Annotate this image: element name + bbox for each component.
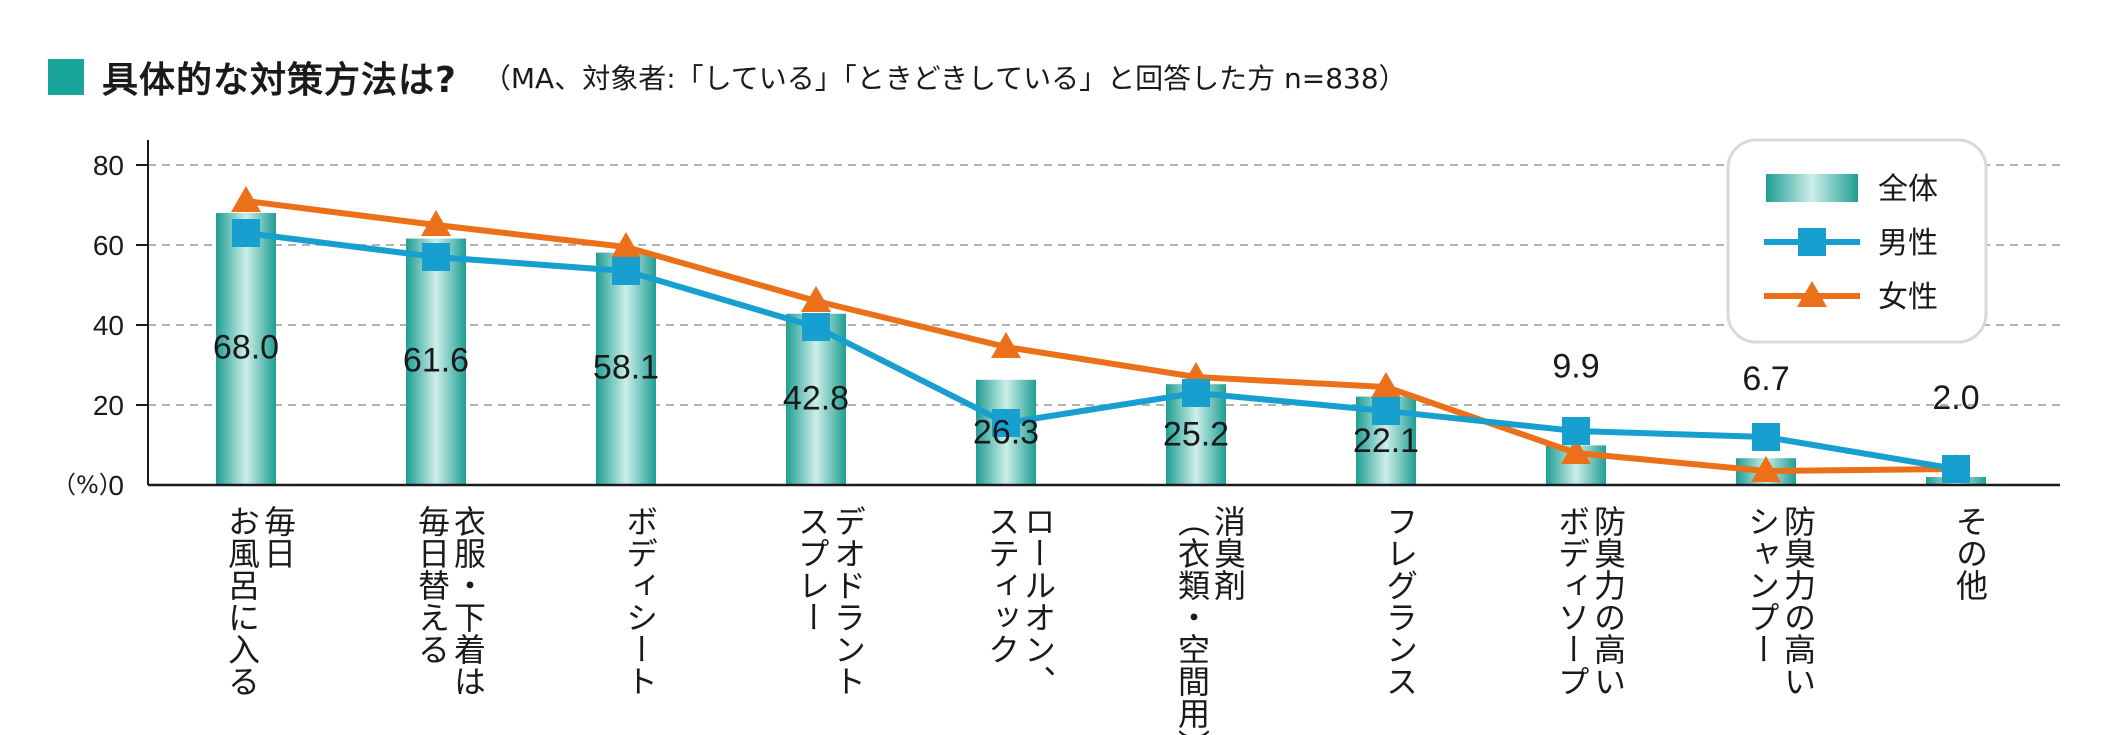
data-label-8: 6.7 xyxy=(1742,360,1789,398)
y-tick-label: 80 xyxy=(93,150,124,181)
category-label-7-0: 防臭力の高い xyxy=(1589,505,1627,697)
legend-label-1: 男性 xyxy=(1878,226,1938,261)
legend-marker-triangle xyxy=(1797,281,1827,307)
category-label-6-0: フレグランス xyxy=(1381,505,1419,697)
data-label-3: 42.8 xyxy=(783,380,849,418)
marker-square-9 xyxy=(1942,455,1970,483)
category-label-9-0: その他 xyxy=(1951,505,1989,601)
category-label-0-1: お風呂に入る xyxy=(223,505,261,697)
bar-3 xyxy=(786,313,846,485)
y-axis-unit: （%） xyxy=(52,471,123,499)
data-label-7: 9.9 xyxy=(1552,347,1599,385)
y-tick-label: 0 xyxy=(108,470,124,501)
category-label-5-0: 消臭剤 xyxy=(1209,505,1247,601)
marker-square-0 xyxy=(232,219,260,247)
legend-swatch-bar xyxy=(1766,174,1858,202)
category-label-8-0: 防臭力の高い xyxy=(1779,505,1817,697)
data-label-9: 2.0 xyxy=(1932,379,1979,417)
marker-triangle-7 xyxy=(1561,438,1591,464)
legend-label-2: 女性 xyxy=(1878,280,1938,315)
category-label-4-0: ロールオン、 xyxy=(1019,505,1057,697)
category-label-5-1: （衣類・空間用） xyxy=(1173,505,1211,735)
marker-square-6 xyxy=(1372,397,1400,425)
marker-square-2 xyxy=(612,257,640,285)
title-subtitle: （MA、対象者:「している」「ときどきしている」と回答した方 n=838） xyxy=(482,62,1407,95)
data-label-5: 25.2 xyxy=(1163,416,1229,454)
y-tick-label: 60 xyxy=(93,230,124,261)
title-main: 具体的な対策方法は? xyxy=(102,60,457,101)
data-label-0: 68.0 xyxy=(213,328,279,366)
data-label-4: 26.3 xyxy=(973,413,1039,451)
data-label-6: 22.1 xyxy=(1353,422,1419,460)
data-label-1: 61.6 xyxy=(403,341,469,379)
y-tick-label: 40 xyxy=(93,310,124,341)
marker-square-4 xyxy=(992,409,1020,437)
bar-0 xyxy=(216,213,276,485)
data-label-2: 58.1 xyxy=(593,348,659,386)
marker-square-7 xyxy=(1562,417,1590,445)
category-label-2-0: ボディシート xyxy=(621,505,659,697)
category-label-3-0: デオドラント xyxy=(829,505,867,697)
marker-square-5 xyxy=(1182,379,1210,407)
marker-square-1 xyxy=(422,243,450,271)
marker-triangle-2 xyxy=(611,232,641,258)
category-label-1-0: 衣服・下着は xyxy=(449,505,487,697)
y-tick-label: 20 xyxy=(93,390,124,421)
marker-triangle-0 xyxy=(231,186,261,212)
marker-triangle-6 xyxy=(1371,372,1401,398)
title-marker-icon xyxy=(48,59,84,95)
category-label-3-1: スプレー xyxy=(793,505,831,633)
marker-square-8 xyxy=(1752,423,1780,451)
category-label-4-1: スティック xyxy=(983,505,1021,665)
legend-marker-square xyxy=(1798,228,1826,256)
legend-label-0: 全体 xyxy=(1878,172,1938,207)
series-line-square xyxy=(245,230,1957,472)
category-label-1-1: 毎日替える xyxy=(413,505,451,665)
category-label-8-1: シャンプー xyxy=(1743,505,1781,665)
bar-2 xyxy=(596,252,656,485)
category-label-7-1: ボディソープ xyxy=(1553,505,1591,697)
series-line-triangle xyxy=(245,198,1957,474)
bar-1 xyxy=(406,238,466,485)
marker-triangle-4 xyxy=(991,332,1021,358)
marker-square-3 xyxy=(802,313,830,341)
marker-triangle-8 xyxy=(1751,456,1781,482)
marker-triangle-1 xyxy=(421,210,451,236)
category-label-0-0: 毎日 xyxy=(259,505,297,569)
chart-title: 具体的な対策方法は? （MA、対象者:「している」「ときどきしている」と回答した… xyxy=(48,52,1407,102)
marker-triangle-3 xyxy=(801,286,831,312)
